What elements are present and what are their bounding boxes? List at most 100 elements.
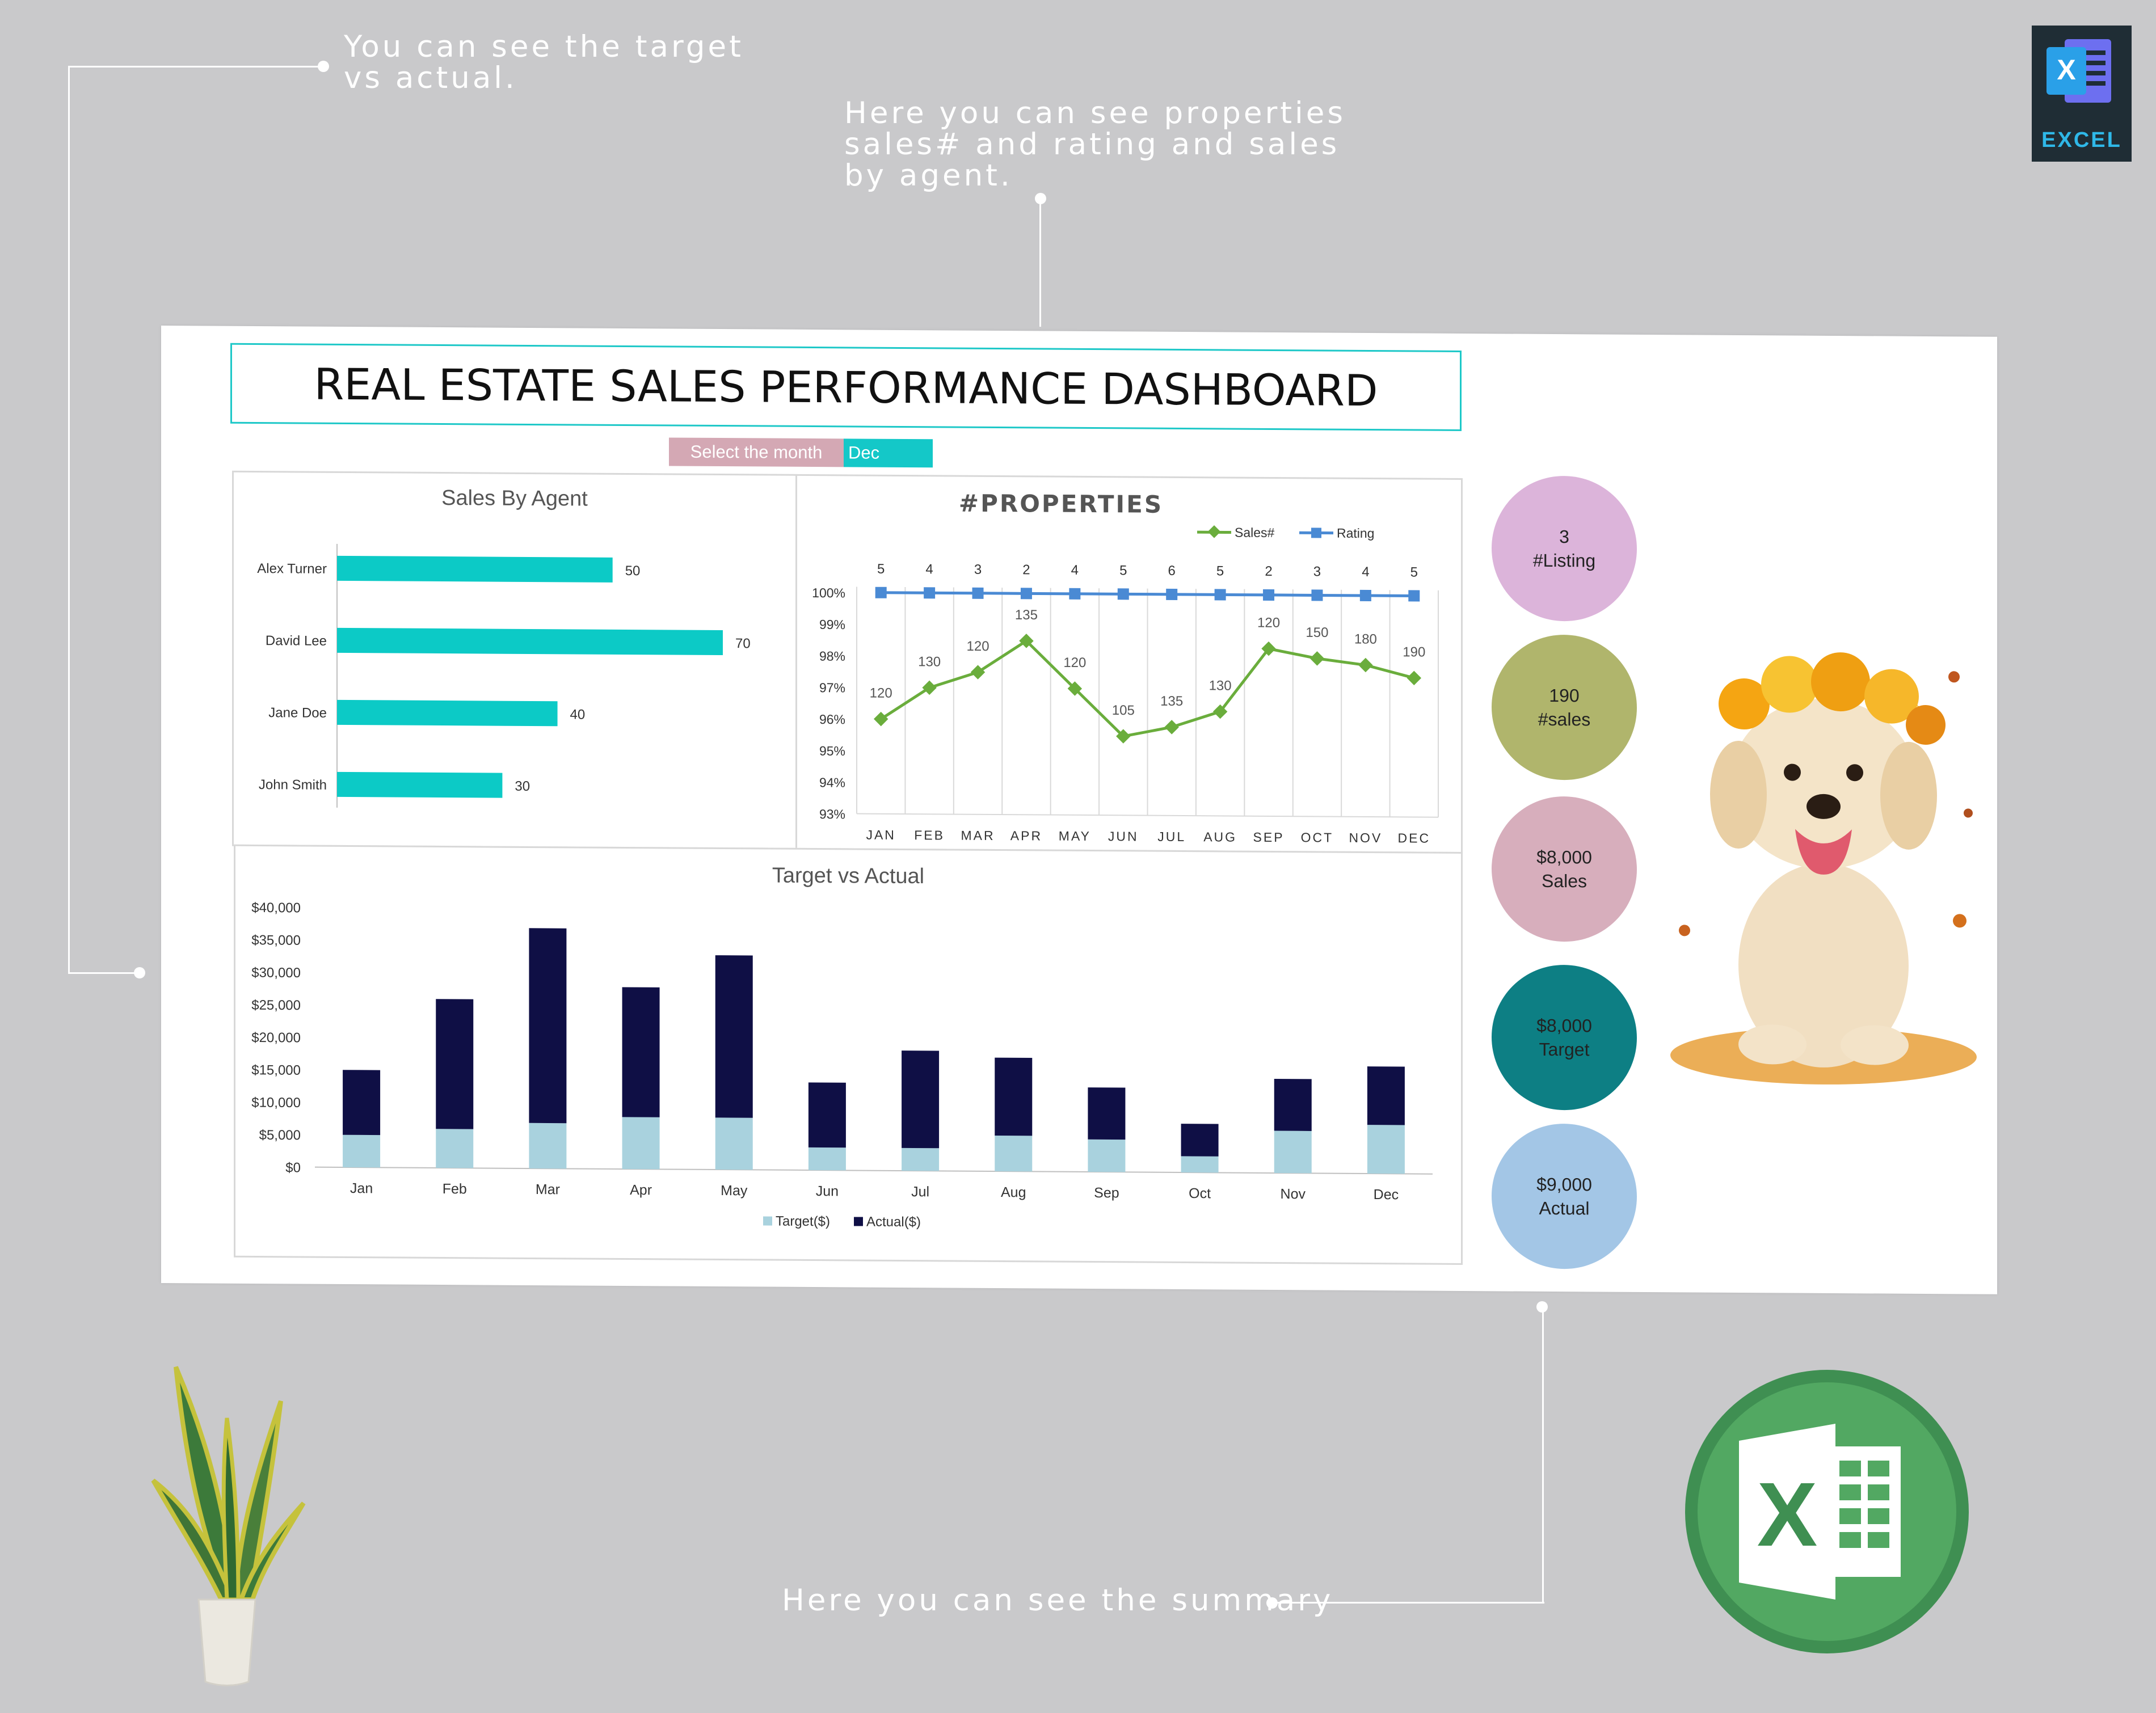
bar-target	[715, 1117, 753, 1170]
kpi-sales-count: 190 #sales	[1492, 634, 1637, 780]
data-label: 120	[1063, 655, 1086, 670]
data-point	[1069, 588, 1081, 600]
legend-marker	[1311, 528, 1321, 538]
bar-actual	[715, 955, 753, 1118]
y-tick-label: 98%	[819, 649, 845, 664]
y-tick-label: $40,000	[251, 900, 301, 916]
bar-actual	[1274, 1078, 1312, 1131]
x-tick-label: OCT	[1301, 830, 1334, 845]
kpi-value: 190	[1549, 685, 1580, 706]
bar-target	[995, 1136, 1033, 1172]
data-point	[1019, 634, 1034, 648]
data-label: 120	[967, 639, 989, 654]
data-point	[875, 587, 887, 598]
excel-logo-icon: X	[1685, 1370, 1969, 1653]
sales-by-agent-panel: Sales By Agent Alex Turner 50 David Lee 70 J…	[232, 470, 797, 850]
bar-actual	[343, 1070, 381, 1136]
x-tick-label: Jun	[816, 1183, 839, 1199]
kpi-target: $8,000 Target	[1492, 964, 1637, 1111]
legend-marker	[1207, 525, 1221, 538]
x-tick-label: DEC	[1398, 830, 1431, 845]
month-selector-dropdown[interactable]: Dec	[844, 438, 933, 468]
data-label: 6	[1168, 563, 1176, 579]
sales-by-agent-chart: Alex Turner 50 David Lee 70 Jane Doe 40 John S…	[257, 543, 751, 808]
bar-actual	[995, 1057, 1033, 1136]
properties-chart: 100% 99% 98% 97% 96% 95% 94% 93% JAN FEB MAR APR MAY…	[812, 525, 1439, 846]
data-label: 130	[1209, 678, 1232, 693]
data-label: 40	[570, 707, 586, 722]
y-tick-label: $25,000	[251, 998, 301, 1014]
data-label: 5	[1119, 563, 1127, 578]
data-label: 2	[1022, 562, 1030, 577]
excel-logo-glyph: X	[1757, 1463, 1818, 1565]
kpi-value: $8,000	[1536, 846, 1592, 868]
data-point	[1117, 588, 1129, 600]
bar-target	[622, 1117, 660, 1170]
bar-actual	[808, 1082, 846, 1148]
legend-swatch	[763, 1216, 772, 1226]
kpi-label: Actual	[1539, 1197, 1590, 1219]
y-tick-label: $5,000	[259, 1128, 301, 1143]
data-label: 5	[877, 562, 885, 577]
data-point	[972, 587, 984, 599]
x-tick-label: Jul	[911, 1184, 929, 1200]
bar-target	[808, 1147, 846, 1171]
bar-actual	[1367, 1066, 1405, 1125]
y-tick-label: 94%	[819, 775, 845, 790]
kpi-label: Sales	[1541, 870, 1587, 892]
series-line	[881, 591, 1414, 597]
x-tick-label: Dec	[1374, 1187, 1399, 1203]
data-point	[1309, 651, 1325, 666]
y-tick-label: 93%	[819, 807, 845, 821]
x-tick-label: Apr	[630, 1182, 652, 1198]
data-point	[1212, 704, 1228, 719]
x-tick-label: MAR	[961, 828, 995, 843]
data-point	[1067, 681, 1083, 696]
data-label: 50	[625, 563, 641, 579]
bar	[337, 699, 558, 727]
legend-label: Actual($)	[866, 1214, 921, 1230]
kpi-value: $9,000	[1536, 1174, 1592, 1195]
plant-image	[151, 1366, 306, 1686]
kpi-value: 3	[1559, 526, 1569, 547]
data-point	[1359, 589, 1371, 602]
target-vs-actual-panel: Target vs Actual $40,000 $35,000 $30,000 $2…	[234, 844, 1463, 1265]
bar	[337, 771, 503, 798]
properties-panel: #PROPERTIES 100% 99% 98% 97% 96% 95% 94% 93% JAN…	[795, 474, 1463, 854]
x-tick-label: AUG	[1203, 829, 1237, 844]
data-label: 190	[1403, 644, 1425, 660]
kpi-value: $8,000	[1536, 1015, 1592, 1036]
x-tick-label: Jan	[350, 1180, 373, 1196]
legend-label: Rating	[1337, 526, 1374, 541]
connector-dot	[1536, 1301, 1548, 1313]
y-tick-label: $15,000	[251, 1062, 301, 1078]
y-tick-label: 100%	[812, 585, 845, 600]
target-vs-actual-chart: $40,000 $35,000 $30,000 $25,000 $20,000 $15,0…	[251, 900, 1433, 1230]
data-point	[873, 711, 888, 727]
callout-summary: Here you can see the summary	[782, 1583, 1334, 1618]
data-point	[1408, 590, 1420, 602]
data-label: 5	[1410, 564, 1418, 580]
excel-doc-icon: X	[2046, 39, 2111, 103]
data-label: 4	[1362, 564, 1369, 580]
axis-line	[857, 813, 1438, 818]
tick-label: David Lee	[266, 633, 327, 649]
x-tick-label: FEB	[914, 828, 945, 842]
data-label: 3	[1313, 564, 1321, 579]
legend-label: Target($)	[776, 1214, 830, 1230]
bar-target	[343, 1134, 381, 1168]
connector-line	[68, 66, 323, 67]
callout-target-vs-actual: You can see the target vs actual.	[344, 29, 744, 95]
data-label: 150	[1306, 625, 1328, 640]
data-point	[1263, 589, 1275, 601]
bar-actual	[1181, 1124, 1219, 1157]
x-tick-label: APR	[1010, 828, 1042, 843]
bar-target	[529, 1123, 567, 1169]
kpi-label: #sales	[1538, 708, 1591, 730]
bar-actual	[622, 987, 660, 1117]
puppy-image	[1670, 652, 1977, 1085]
x-tick-label: Aug	[1001, 1184, 1026, 1200]
data-label: 2	[1265, 564, 1272, 579]
connector-line	[1039, 199, 1041, 327]
data-label: 135	[1015, 607, 1038, 623]
